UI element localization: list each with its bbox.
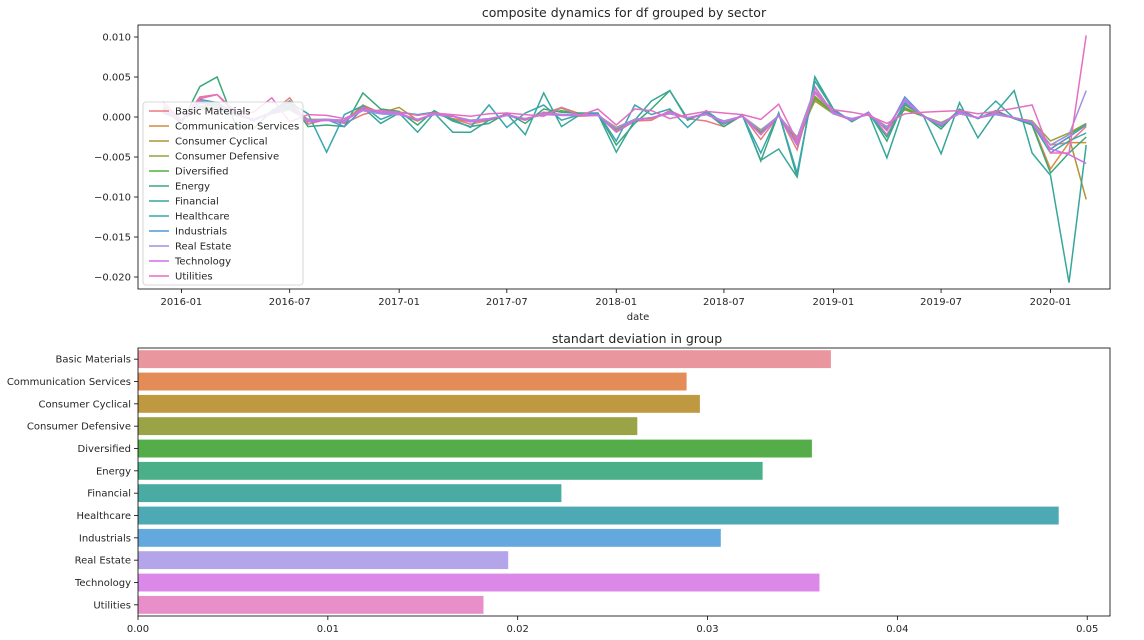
line-chart-y-axis: 0.010 0.005 0.000 −0.005 −0.010 −0.015 −0.020 (94, 33, 138, 284)
bar-chart-plot-area (138, 350, 1059, 614)
y-tick-label: −0.015 (94, 233, 131, 244)
x-tick-label: 0.03 (696, 624, 718, 635)
bar-utilities (138, 595, 484, 614)
x-tick-label: 2019-07 (920, 297, 962, 308)
bar-financial (138, 484, 562, 503)
bar-chart-x-axis: 0.00 0.01 0.02 0.03 0.04 0.05 (127, 616, 1098, 635)
y-tick-label: −0.005 (94, 153, 131, 164)
category-label: Consumer Cyclical (38, 399, 131, 410)
category-label: Basic Materials (56, 355, 132, 366)
x-tick-label: 2016-01 (161, 297, 203, 308)
line-chart-title: composite dynamics for df grouped by sec… (482, 5, 767, 20)
bar-real-estate (138, 551, 509, 570)
x-tick-label: 2018-07 (703, 297, 745, 308)
x-tick-label: 2018-01 (595, 297, 637, 308)
bar-energy (138, 461, 763, 480)
line-chart-x-label: date (627, 312, 650, 323)
bar-communication-services (138, 372, 687, 391)
x-tick-label: 2019-01 (812, 297, 854, 308)
legend-entry: Technology (174, 257, 231, 268)
line-series-utilities (162, 35, 1087, 154)
x-tick-label: 2016-07 (269, 297, 311, 308)
category-label: Real Estate (75, 556, 131, 567)
x-tick-label: 2017-07 (486, 297, 528, 308)
legend-box (142, 101, 304, 286)
category-label: Technology (74, 578, 131, 589)
bar-technology (138, 573, 820, 592)
category-label: Utilities (93, 600, 131, 611)
legend-entry: Real Estate (175, 242, 231, 253)
category-label: Diversified (78, 444, 131, 455)
y-tick-label: −0.020 (94, 273, 131, 284)
category-label: Financial (87, 489, 131, 500)
category-label: Healthcare (76, 511, 131, 522)
bar-industrials (138, 528, 721, 547)
legend-entry: Basic Materials (175, 107, 251, 118)
bar-consumer-cyclical (138, 394, 700, 413)
x-tick-label: 2020-01 (1030, 297, 1072, 308)
bar-chart-frame (137, 347, 1111, 617)
legend-entry: Communication Services (175, 122, 299, 133)
legend-entry: Financial (175, 197, 219, 208)
line-chart-legend: Basic Materials Communication Services Con… (142, 101, 304, 286)
category-label: Consumer Defensive (27, 422, 131, 433)
line-chart-plot-area (162, 35, 1087, 283)
y-tick-label: −0.010 (94, 193, 131, 204)
y-tick-label: 0.000 (102, 113, 131, 124)
legend-entry: Consumer Cyclical (175, 137, 268, 148)
x-tick-label: 0.00 (127, 624, 149, 635)
x-tick-label: 0.01 (317, 624, 339, 635)
bar-healthcare (138, 506, 1059, 525)
bar-basic-materials (138, 350, 831, 369)
legend-entry: Utilities (175, 272, 213, 283)
legend-entry: Energy (175, 182, 210, 193)
x-tick-label: 0.05 (1076, 624, 1098, 635)
x-tick-label: 2017-01 (378, 297, 420, 308)
y-tick-label: 0.005 (102, 73, 131, 84)
bar-consumer-defensive (138, 417, 638, 436)
bar-chart-y-axis: Basic Materials Communication Services Con… (7, 355, 138, 611)
bar-diversified (138, 439, 812, 458)
y-tick-label: 0.010 (102, 33, 131, 44)
legend-entry: Diversified (175, 167, 228, 178)
x-tick-label: 0.04 (886, 624, 908, 635)
line-chart-x-axis: 2016-01 2016-07 2017-01 2017-07 2018-01 2018-… (161, 289, 1072, 308)
legend-entry: Industrials (175, 227, 227, 238)
line-chart: composite dynamics for df grouped by sec… (94, 5, 1111, 323)
category-label: Industrials (79, 533, 131, 544)
line-series-technology (162, 89, 1087, 165)
bar-chart: standart deviation in group Basic Materi… (7, 331, 1111, 635)
legend-entry: Consumer Defensive (175, 152, 279, 163)
category-label: Communication Services (7, 377, 131, 388)
legend-entry: Healthcare (175, 212, 230, 223)
bar-chart-title: standart deviation in group (552, 331, 722, 346)
line-series-energy (162, 74, 1087, 178)
x-tick-label: 0.02 (507, 624, 529, 635)
category-label: Energy (96, 466, 131, 477)
